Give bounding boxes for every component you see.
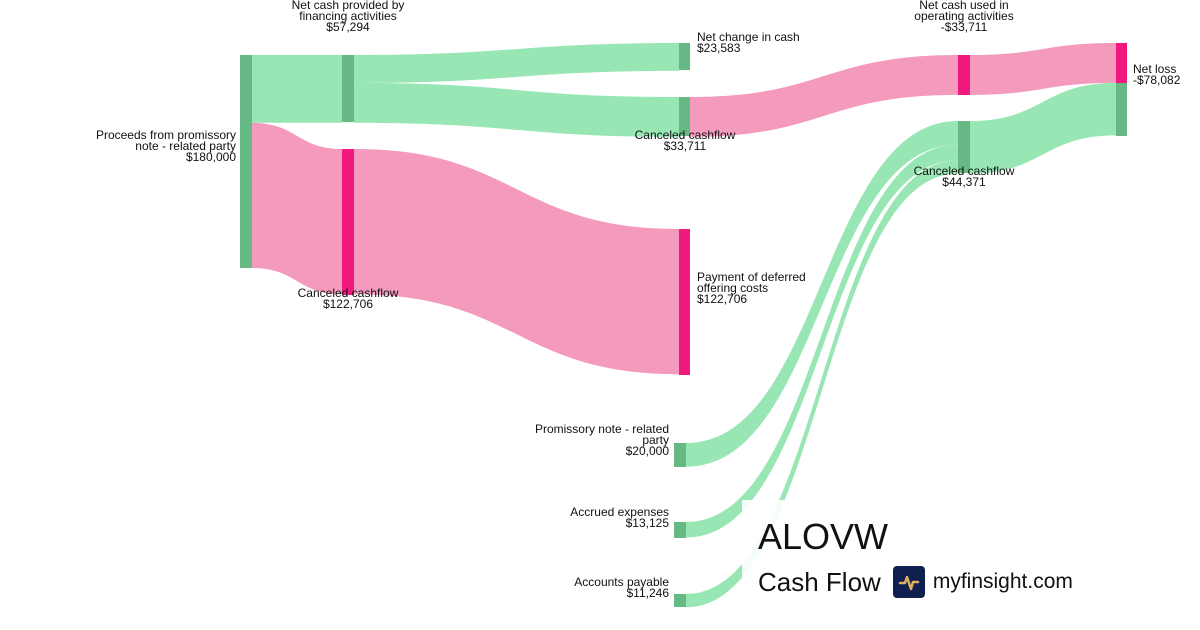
node-label-text: Net change in cash — [697, 30, 800, 44]
node-label-canceled1: Canceled cashflow $122,706 — [297, 286, 399, 311]
site-name: myfinsight.com — [932, 570, 1073, 593]
node-value: $23,583 — [697, 41, 741, 55]
node-value: $44,371 — [942, 175, 986, 189]
branding: ALOVW Cash Flow myfinsight.com — [742, 500, 1102, 620]
node-promissory — [674, 443, 686, 467]
link-canceled3-netloss — [970, 82, 1116, 174]
link-canceled1-payment — [354, 149, 679, 375]
node-label-netloss: Net loss -$78,082 — [1133, 62, 1181, 87]
link-financing-canceled2 — [354, 82, 679, 137]
node-value: $20,000 — [625, 444, 669, 458]
node-value: $122,706 — [322, 297, 374, 311]
node-label-accrued: Accrued expenses $13,125 — [570, 505, 669, 530]
node-label-canceled2: Canceled cashflow $33,711 — [634, 128, 736, 153]
node-financing — [342, 55, 354, 122]
node-value: $11,246 — [626, 586, 670, 600]
ticker: ALOVW — [758, 516, 889, 557]
node-label-payment: Payment of deferred offering costs $122,70… — [697, 270, 806, 306]
node-payable — [674, 594, 686, 607]
node-value: $33,711 — [663, 139, 707, 153]
node-label-payable: Accounts payable $11,246 — [574, 575, 670, 600]
link-proceeds-financing — [252, 55, 342, 123]
link-operating-netloss — [970, 43, 1116, 95]
node-label-text: Accrued expenses — [570, 505, 669, 519]
node-label-canceled3: Canceled cashflow $44,371 — [913, 164, 1015, 189]
node-label-text: financing activities — [299, 9, 397, 23]
node-netloss — [1116, 43, 1127, 83]
node-label-text: Net loss — [1133, 62, 1177, 76]
node-label-text: Net cash provided by — [291, 0, 405, 12]
node-label-text: Accounts payable — [574, 575, 669, 589]
node-netloss — [1116, 83, 1127, 136]
node-payment — [679, 229, 690, 375]
link-promissory-canceled3 — [686, 121, 958, 467]
node-value: -$33,711 — [940, 20, 988, 34]
subtitle: Cash Flow — [758, 566, 881, 597]
node-netchange — [679, 43, 690, 70]
node-label-operating: Net cash used in operating activities -$33… — [914, 0, 1013, 33]
node-label-promissory: Promissory note - related party $20,000 — [534, 422, 669, 458]
node-label-text: Payment of deferred — [697, 270, 806, 284]
node-value: $13,125 — [625, 516, 669, 530]
node-label-text: operating activities — [914, 9, 1014, 23]
node-canceled1 — [342, 149, 354, 295]
node-label-text: Net cash used in — [919, 0, 1009, 12]
link-canceled2-operating — [690, 55, 958, 137]
node-canceled3 — [958, 121, 970, 173]
node-label-text: Proceeds from promissory — [95, 128, 236, 142]
node-label-text: Canceled cashflow — [297, 286, 399, 300]
node-value: -$78,082 — [1133, 73, 1181, 87]
node-value: $122,706 — [697, 292, 748, 306]
node-label-text: note - related party — [135, 139, 236, 153]
node-label-text: party — [642, 433, 669, 447]
node-proceeds — [240, 55, 252, 268]
node-label-text: Promissory note - related — [534, 422, 669, 436]
node-label-financing: Net cash provided by financing activities… — [292, 0, 405, 33]
link-payable-canceled3 — [686, 160, 958, 608]
node-value: $180,000 — [185, 150, 236, 164]
node-label-netchange: Net change in cash $23,583 — [697, 30, 800, 55]
node-operating — [958, 55, 970, 95]
pulse-icon — [892, 566, 925, 598]
link-financing-netchange — [354, 43, 679, 83]
node-label-text: Canceled cashflow — [634, 128, 736, 142]
link-accrued-canceled3 — [686, 144, 958, 538]
node-label-text: Canceled cashflow — [913, 164, 1015, 178]
link-proceeds-canceled1 — [252, 122, 342, 295]
node-value: $57,294 — [326, 20, 370, 34]
node-accrued — [674, 522, 686, 538]
node-canceled2 — [679, 97, 690, 136]
node-label-proceeds: Proceeds from promissory note - related p… — [95, 128, 236, 164]
node-label-text: offering costs — [697, 281, 769, 295]
